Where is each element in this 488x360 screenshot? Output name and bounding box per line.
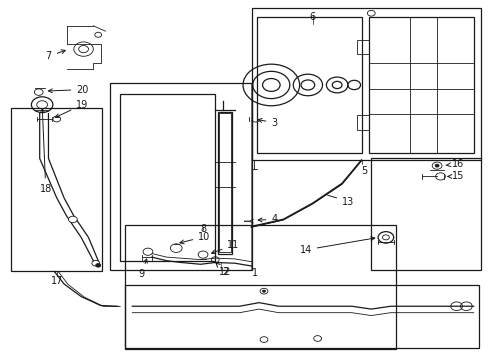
Bar [120,94,215,261]
Bar [125,225,395,348]
Text: 14: 14 [299,237,374,255]
Text: 18: 18 [40,109,52,194]
Bar [251,8,480,160]
Text: 12: 12 [216,263,231,277]
Text: 19: 19 [55,100,88,117]
Text: 20: 20 [48,85,88,95]
Text: 13: 13 [327,195,353,207]
Bar [217,112,232,253]
Circle shape [34,89,43,95]
Bar [11,108,102,271]
Circle shape [262,290,265,292]
Bar [370,158,480,270]
Text: 2: 2 [222,267,228,277]
Text: 15: 15 [447,171,463,181]
Text: 16: 16 [445,159,463,169]
Circle shape [434,164,438,167]
Text: 11: 11 [211,240,239,254]
Circle shape [96,264,101,267]
Bar [368,17,473,153]
Circle shape [68,216,77,223]
Text: 1: 1 [252,268,258,278]
Bar [110,83,251,270]
Bar [125,285,478,348]
Text: 17: 17 [50,276,63,286]
Text: 8: 8 [200,224,206,234]
Text: 3: 3 [258,118,277,128]
Text: 6: 6 [309,12,315,22]
Text: 5: 5 [361,166,367,176]
Text: 9: 9 [138,259,147,279]
Bar [256,17,361,153]
Text: 10: 10 [180,232,210,244]
Text: 7: 7 [45,50,65,61]
Text: 4: 4 [258,215,277,224]
Bar [219,113,230,252]
